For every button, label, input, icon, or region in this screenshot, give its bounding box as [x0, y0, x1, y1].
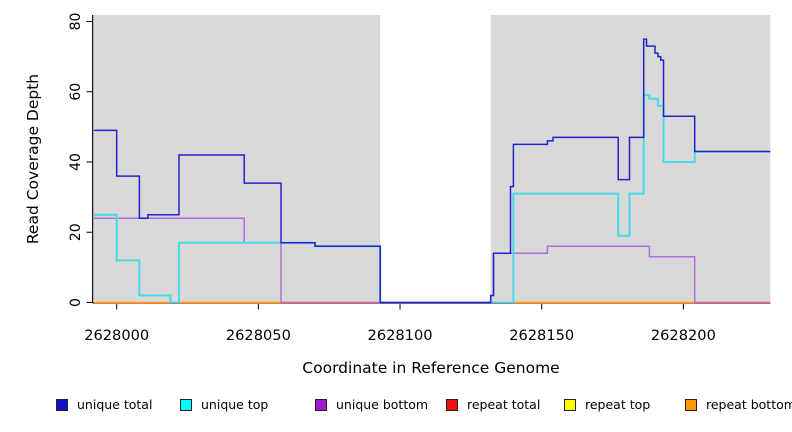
x-tick-label: 2628200: [651, 327, 716, 344]
chart-legend: unique total unique top unique bottom repea…: [0, 397, 792, 417]
legend-item-repeat-total: repeat total: [446, 397, 540, 413]
series-unique-total-line: [94, 38, 771, 304]
series-lines: [94, 38, 771, 304]
legend-label: repeat total: [467, 397, 541, 412]
legend-swatch-repeat-total: [446, 399, 458, 411]
coverage-chart: 0 20 40 60 80 2628000 2628050 2628100 2628150 262…: [24, 13, 771, 377]
legend-item-unique-total: unique total: [56, 397, 152, 413]
legend-label: repeat top: [585, 397, 651, 412]
legend-swatch-repeat-bottom: [685, 399, 697, 411]
legend-swatch-unique-total: [56, 399, 68, 411]
legend-item-repeat-bottom: repeat bottom: [685, 397, 792, 413]
legend-item-repeat-top: repeat top: [564, 397, 650, 413]
x-tick-label: 2628150: [509, 327, 574, 344]
series-unique-top-line: [94, 94, 771, 304]
y-tick-label: 60: [68, 83, 84, 101]
y-tick-label: 0: [68, 298, 84, 307]
x-axis-label: Coordinate in Reference Genome: [302, 359, 559, 377]
legend-item-unique-bottom: unique bottom: [315, 397, 428, 413]
legend-swatch-unique-bottom: [315, 399, 327, 411]
x-tick-label: 2628050: [226, 327, 291, 344]
legend-label: unique top: [201, 397, 269, 412]
masked-repeat-region-band: [380, 15, 491, 304]
y-axis-label: Read Coverage Depth: [24, 74, 42, 244]
y-tick-label: 40: [68, 153, 84, 171]
y-tick-label: 20: [68, 223, 84, 241]
x-tick-label: 2628000: [84, 327, 149, 344]
tick-labels: 0 20 40 60 80 2628000 2628050 2628100 2628150 262…: [68, 13, 716, 344]
legend-item-unique-top: unique top: [180, 397, 268, 413]
legend-swatch-repeat-top: [564, 399, 576, 411]
legend-swatch-unique-top: [180, 399, 192, 411]
y-tick-label: 80: [68, 13, 84, 31]
legend-label: unique total: [77, 397, 153, 412]
legend-label: unique bottom: [336, 397, 429, 412]
legend-label: repeat bottom: [706, 397, 792, 412]
x-tick-label: 2628100: [368, 327, 433, 344]
